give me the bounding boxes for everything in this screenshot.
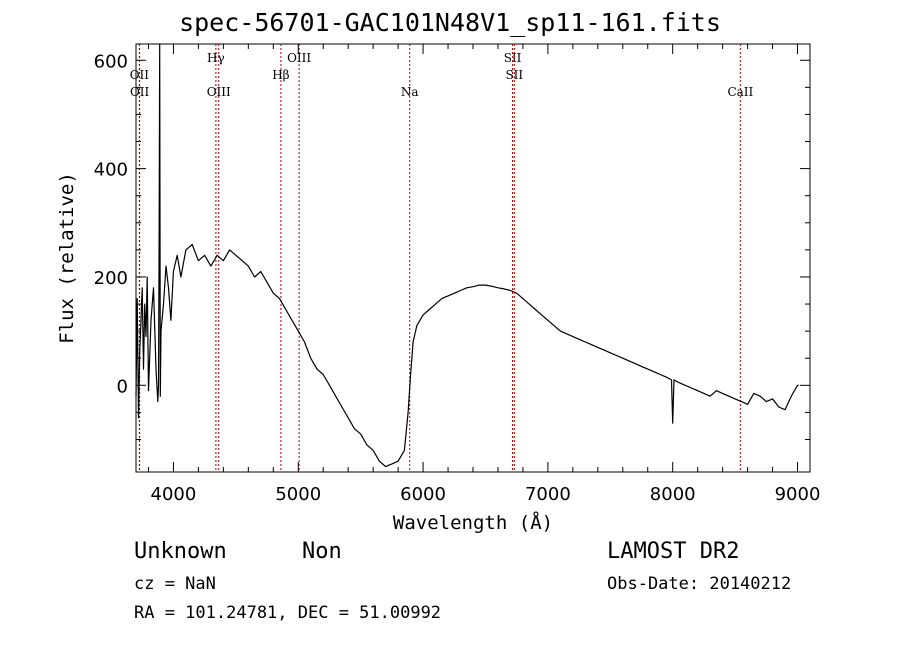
- redshift-label: cz = NaN: [134, 574, 216, 594]
- subclass-label: Non: [302, 539, 342, 564]
- x-tick-label: 7000: [525, 484, 571, 505]
- emission-line-markers: OII OII Hγ OIII Hβ OIII Na SII SII CaII: [130, 44, 754, 472]
- x-tick-label: 9000: [775, 484, 821, 505]
- chart-title: spec-56701-GAC101N48V1_sp11-161.fits: [179, 8, 721, 37]
- x-axis-label: Wavelength (Å): [393, 511, 553, 534]
- line-marker-label: OII: [130, 85, 150, 99]
- line-marker-label: Hβ: [272, 68, 289, 82]
- y-tick-label: 400: [94, 160, 128, 181]
- line-marker-label: OIII: [287, 51, 311, 65]
- line-marker-label: OII: [130, 68, 150, 82]
- y-tick-label: 0: [117, 376, 128, 397]
- line-marker-label: SII: [505, 68, 523, 82]
- x-tick-label: 6000: [400, 484, 446, 505]
- x-tick-label: 4000: [151, 484, 197, 505]
- line-marker-label: Hγ: [207, 51, 225, 65]
- y-axis-label: Flux (relative): [56, 172, 78, 344]
- y-tick-label: 600: [94, 51, 128, 72]
- line-marker-label: CaII: [727, 85, 753, 99]
- line-marker-label: Na: [401, 85, 419, 99]
- x-tick-label: 5000: [275, 484, 321, 505]
- spectrum-line: [135, 43, 799, 468]
- plot-frame: [135, 43, 811, 473]
- class-label: Unknown: [134, 539, 227, 564]
- axes: 4000 5000 6000 7000 8000 9000 0 200 400 600 Wavele…: [56, 43, 821, 534]
- spectrum-series: [135, 43, 799, 468]
- obs-date-label: Obs-Date: 20140212: [607, 574, 792, 594]
- survey-label: LAMOST DR2: [607, 539, 740, 564]
- line-marker-label: OIII: [207, 85, 231, 99]
- y-tick-label: 200: [94, 268, 128, 289]
- coordinates-label: RA = 101.24781, DEC = 51.00992: [134, 603, 442, 623]
- x-tick-label: 8000: [650, 484, 696, 505]
- line-marker-label: SII: [504, 51, 522, 65]
